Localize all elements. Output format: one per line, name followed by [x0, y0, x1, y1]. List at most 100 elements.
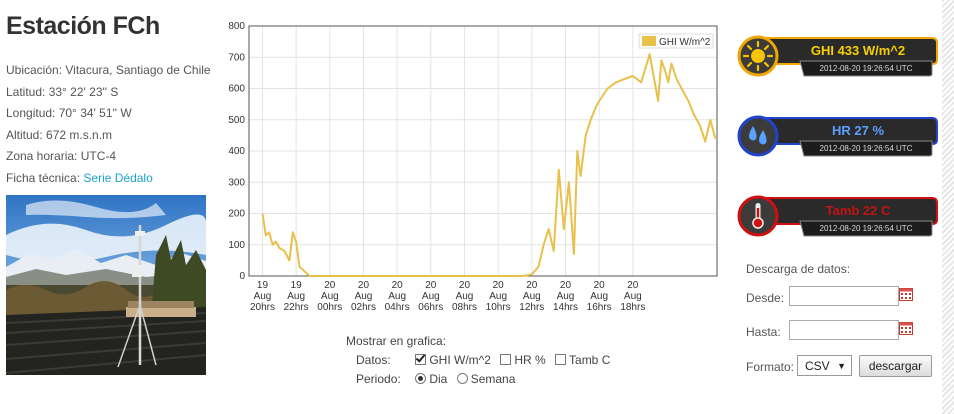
from-date-input[interactable] [789, 286, 899, 306]
datasheet-label: Ficha técnica: [6, 170, 81, 185]
y-tick-label: 600 [228, 84, 245, 95]
x-tick-label: 12hrs [519, 302, 544, 313]
hr-option-label: HR % [514, 353, 546, 367]
data-row: Datos: GHI W/m^2 HR % Tamb C [346, 351, 610, 370]
hr-timestamp: 2012-08-20 19:26:54 UTC [820, 144, 913, 153]
hr-gauge: HR 27 % 2012-08-20 19:26:54 UTC [736, 114, 938, 158]
x-tick-label: 20 [627, 280, 639, 291]
legend-box [638, 33, 714, 49]
x-tick-label: 20 [358, 280, 370, 291]
longitude-text: Longitud: 70° 34' 51'' W [6, 106, 132, 120]
x-tick-label: 00hrs [317, 302, 342, 313]
y-tick-label: 0 [239, 271, 245, 282]
datasheet-row: Ficha técnica: Serie Dédalo [6, 168, 211, 190]
to-date-input[interactable] [789, 320, 899, 340]
y-tick-label: 700 [228, 52, 245, 63]
latitude-text: Latitud: 33° 22' 23'' S [6, 84, 119, 99]
download-title: Descarga de datos: [746, 262, 851, 276]
data-label: Datos: [356, 353, 391, 367]
semana-radio[interactable] [456, 373, 468, 384]
x-tick-label: 20 [425, 280, 437, 291]
format-value: CSV [805, 359, 830, 373]
x-tick-label: Aug [456, 291, 474, 302]
period-label: Periodo: [356, 372, 401, 386]
location-text: Ubicación: Vitacura, Santiago de Chile [6, 63, 211, 77]
series-line [261, 53, 717, 277]
to-label: Hasta: [746, 325, 781, 339]
x-tick-label: 20 [324, 280, 336, 291]
x-tick-label: 22hrs [284, 302, 309, 313]
x-tick-label: Aug [624, 291, 642, 302]
x-tick-label: Aug [287, 291, 305, 302]
x-tick-label: 08hrs [452, 302, 477, 313]
x-tick-label: 19 [291, 280, 303, 291]
y-tick-label: 800 [228, 21, 245, 32]
x-tick-label: 14hrs [553, 302, 578, 313]
tamb-gauge: Tamb 22 C 2012-08-20 19:26:54 UTC [736, 194, 938, 238]
option-ghi[interactable]: GHI W/m^2 [415, 353, 491, 367]
from-label: Desde: [746, 291, 785, 305]
x-tick-label: 18hrs [620, 302, 645, 313]
chart-controls: Mostrar en grafica: Datos: GHI W/m^2 HR … [346, 332, 610, 389]
option-hr[interactable]: HR % [500, 353, 546, 367]
ghi-option-label: GHI W/m^2 [429, 353, 491, 367]
x-tick-label: 20 [594, 280, 606, 291]
x-tick-label: Aug [355, 291, 373, 302]
timezone-text: Zona horaria: UTC-4 [6, 149, 117, 163]
x-tick-label: 04hrs [385, 302, 410, 313]
hr-gauge-svg: HR 27 % 2012-08-20 19:26:54 UTC [737, 115, 938, 157]
datasheet-link[interactable]: Serie Dédalo [83, 170, 153, 185]
to-calendar-icon[interactable] [899, 322, 913, 335]
x-tick-label: Aug [254, 291, 272, 302]
x-tick-label: 20 [493, 280, 505, 291]
from-calendar-icon[interactable] [899, 288, 913, 301]
legend-label: GHI W/m^2 [659, 37, 711, 48]
tamb-checkbox[interactable] [555, 354, 567, 365]
x-tick-label: Aug [321, 291, 339, 302]
tamb-timestamp: 2012-08-20 19:26:54 UTC [820, 224, 913, 233]
download-button[interactable]: descargar [859, 355, 932, 377]
y-tick-label: 100 [228, 240, 245, 251]
x-tick-label: 02hrs [351, 302, 376, 313]
x-tick-label: 19 [257, 280, 269, 291]
altitude-text: Altitud: 672 m.s.n.m [6, 127, 113, 142]
option-semana[interactable]: Semana [456, 372, 516, 386]
option-dia[interactable]: Dia [415, 372, 447, 386]
x-tick-label: 20 [526, 280, 538, 291]
x-tick-label: 20 [560, 280, 572, 291]
x-tick-label: Aug [422, 291, 440, 302]
dia-radio[interactable] [415, 373, 427, 384]
format-label: Formato: [746, 360, 795, 374]
water-drops-icon [737, 115, 779, 157]
tamb-option-label: Tamb C [569, 353, 611, 367]
option-tamb[interactable]: Tamb C [555, 353, 610, 367]
chart-svg: 010020030040050060070080019Aug20hrs19Aug… [228, 21, 718, 313]
y-tick-label: 300 [228, 177, 245, 188]
x-tick-label: 20 [459, 280, 471, 291]
legend-swatch [642, 36, 656, 46]
chevron-down-icon: ▼ [837, 361, 846, 371]
scrollbar[interactable] [942, 0, 954, 414]
tamb-gauge-svg: Tamb 22 C 2012-08-20 19:26:54 UTC [737, 195, 938, 237]
x-tick-label: 06hrs [418, 302, 443, 313]
hr-checkbox[interactable] [500, 354, 512, 365]
page-title: Estación FCh [6, 12, 160, 40]
dia-option-label: Dia [429, 372, 448, 386]
x-tick-label: 20hrs [250, 302, 275, 313]
y-tick-label: 400 [228, 146, 245, 157]
y-tick-label: 200 [228, 209, 245, 220]
x-tick-label: Aug [557, 291, 575, 302]
station-photo [6, 195, 206, 375]
station-info: Ubicación: Vitacura, Santiago de Chile L… [6, 60, 211, 189]
ghi-timestamp: 2012-08-20 19:26:54 UTC [820, 64, 913, 73]
format-select[interactable]: CSV ▼ [797, 355, 852, 376]
x-tick-label: Aug [523, 291, 541, 302]
hr-value: HR 27 % [832, 123, 884, 138]
semana-option-label: Semana [470, 372, 516, 386]
show-label: Mostrar en grafica: [346, 334, 447, 348]
ghi-chart: 0 100 200 300 400 500 600 700 800 19 Aug 20hrs 19 Aug… [222, 14, 722, 324]
x-tick-label: Aug [590, 291, 608, 302]
x-tick-label: 20 [392, 280, 404, 291]
ghi-checkbox[interactable] [415, 354, 427, 365]
y-tick-label: 500 [228, 115, 245, 126]
